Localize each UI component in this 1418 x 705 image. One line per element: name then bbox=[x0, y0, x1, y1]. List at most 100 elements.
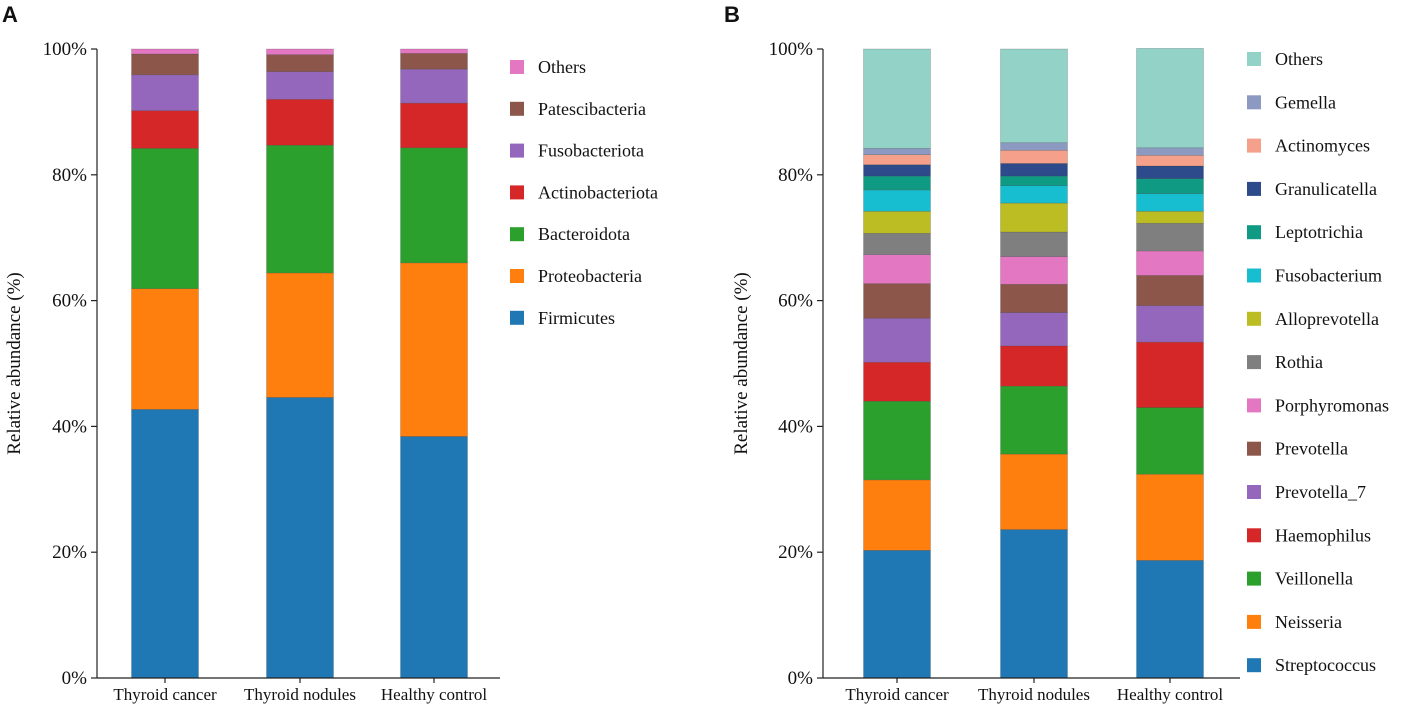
panel-a-legend-label-actinobacteriota: Actinobacteriota bbox=[538, 182, 658, 202]
panel-b-legend-label-alloprevotella: Alloprevotella bbox=[1275, 309, 1379, 329]
panel-b-bar-2-neisseria bbox=[1000, 453, 1068, 530]
panel-b-ytick-label: 80% bbox=[778, 165, 813, 186]
panel-b-legend-label-veillonella: Veillonella bbox=[1275, 569, 1353, 589]
panel-a-legend-swatch-patescibacteria bbox=[510, 101, 524, 116]
panel-a-xtick-label: Healthy control bbox=[381, 685, 487, 704]
panel-b-legend-label-neisseria: Neisseria bbox=[1275, 612, 1342, 632]
panel-b-legend-swatch-others bbox=[1247, 52, 1261, 66]
panel-b-ytick-label: 100% bbox=[769, 39, 814, 60]
panel-a-xtick-label: Thyroid cancer bbox=[113, 685, 217, 704]
panel-b-bar-1-alloprevotella bbox=[863, 210, 931, 234]
panel-a-bar-2-patescibacteria bbox=[266, 54, 334, 72]
panel-a-bar-3-bacteroidota bbox=[400, 147, 468, 264]
panel-b-legend-label-actinomyces: Actinomyces bbox=[1275, 136, 1370, 156]
panel-a-ytick-label: 100% bbox=[43, 39, 88, 60]
panel-a-legend-swatch-actinobacteriota bbox=[510, 185, 524, 200]
panel-b-legend-label-gemella: Gemella bbox=[1275, 92, 1336, 112]
panel-a-bar-2-others bbox=[266, 48, 334, 55]
panel-b-bar-3-alloprevotella bbox=[1136, 210, 1204, 224]
panel-b-bar-2-gemella bbox=[1000, 142, 1068, 151]
panel-a-bar-2-bacteroidota bbox=[266, 144, 334, 274]
panel-b-legend-swatch-prevotella bbox=[1247, 441, 1261, 456]
panel-a-legend-label-proteobacteria: Proteobacteria bbox=[538, 266, 642, 286]
panel-a-xtick-label: Thyroid nodules bbox=[244, 685, 356, 704]
panel-b-legend-swatch-granulicatella bbox=[1247, 181, 1261, 196]
panel-a-legend-label-patescibacteria: Patescibacteria bbox=[538, 99, 646, 119]
panel-b-xtick-label: Thyroid cancer bbox=[845, 685, 949, 704]
panel-b-bar-2-fusobacterium bbox=[1000, 185, 1068, 204]
panel-b-bar-3-streptococcus bbox=[1136, 560, 1204, 679]
panel-a-bar-2-firmicutes bbox=[266, 397, 334, 679]
panel-a-bar-3-others bbox=[400, 48, 468, 54]
panel-b-bar-2-alloprevotella bbox=[1000, 202, 1068, 233]
panel-a-ytick-label: 80% bbox=[52, 165, 87, 186]
panel-b-bar-3-veillonella bbox=[1136, 407, 1204, 475]
panel-a-ytick-label: 60% bbox=[52, 291, 87, 312]
panel-a-legend-label-firmicutes: Firmicutes bbox=[538, 308, 615, 328]
panel-b-legend-swatch-actinomyces bbox=[1247, 138, 1261, 153]
panel-b-bar-2-others bbox=[1000, 48, 1068, 144]
panel-b-xtick-label: Thyroid nodules bbox=[978, 685, 1090, 704]
panel-b-ytick-label: 40% bbox=[778, 416, 813, 437]
panel-b-bar-1-rothia bbox=[863, 232, 931, 255]
panel-b-bar-3-actinomyces bbox=[1136, 155, 1204, 167]
panel-b-bar-1-actinomyces bbox=[863, 154, 931, 166]
panel-a-bar-3-firmicutes bbox=[400, 436, 468, 679]
panel-b-ytick-label: 60% bbox=[778, 291, 813, 312]
panel-a-bar-3-fusobacteriota bbox=[400, 68, 468, 104]
panel-b-bar-3-others bbox=[1136, 48, 1204, 149]
panel-a-bar-2-fusobacteriota bbox=[266, 71, 334, 100]
panel-b-legend-label-prevotella: Prevotella bbox=[1275, 439, 1348, 459]
panel-b-bar-2-streptococcus bbox=[1000, 529, 1068, 679]
panel-a-bar-1-others bbox=[131, 48, 199, 55]
panel-b-bar-1-neisseria bbox=[863, 479, 931, 551]
panel-b-legend-swatch-leptotrichia bbox=[1247, 225, 1261, 240]
panel-b-bar-1-granulicatella bbox=[863, 164, 931, 177]
panel-b-bar-2-actinomyces bbox=[1000, 149, 1068, 164]
panel-a-bar-3-patescibacteria bbox=[400, 53, 468, 70]
panel-a-bar-1-actinobacteriota bbox=[131, 110, 199, 149]
panel-a: A 0% 20% 40% 60% 80% 100% Thyroid cancer Thyroi… bbox=[2, 2, 658, 704]
panel-b-bar-3-porphyromonas bbox=[1136, 250, 1204, 276]
panel-a-bar-3-proteobacteria bbox=[400, 262, 468, 437]
panel-b-legend-swatch-gemella bbox=[1247, 95, 1261, 110]
panel-b-legend-label-streptococcus: Streptococcus bbox=[1275, 655, 1376, 675]
panel-b-letter: B bbox=[724, 2, 740, 27]
panel-a-legend-swatch-others bbox=[510, 60, 524, 74]
panel-b-bar-2-prevotella-7 bbox=[1000, 312, 1068, 347]
panel-b-legend-swatch-streptococcus bbox=[1247, 658, 1261, 673]
panel-a-legend-swatch-firmicutes bbox=[510, 310, 524, 325]
panel-a-legend-swatch-bacteroidota bbox=[510, 227, 524, 242]
panel-b-bar-2-rothia bbox=[1000, 231, 1068, 257]
panel-a-y-axis-title: Relative abundance (%) bbox=[4, 272, 25, 455]
panel-b-bar-2-porphyromonas bbox=[1000, 256, 1068, 285]
panel-b-legend-swatch-prevotella-7 bbox=[1247, 485, 1261, 499]
panel-a-ytick-label: 40% bbox=[52, 416, 87, 437]
panel-a-bar-1-proteobacteria bbox=[131, 288, 199, 410]
panel-b-legend-label-others: Others bbox=[1275, 49, 1323, 69]
panel-b-legend-label-fusobacterium: Fusobacterium bbox=[1275, 266, 1382, 286]
panel-b-legend-label-granulicatella: Granulicatella bbox=[1275, 179, 1377, 199]
panel-b-bar-1-others bbox=[863, 48, 931, 149]
panel-b: B 0% 20% 40% 60% 80% 100% Thyroid cancer Thyroi… bbox=[724, 2, 1389, 704]
panel-b-bar-1-gemella bbox=[863, 148, 931, 155]
panel-b-legend-label-leptotrichia: Leptotrichia bbox=[1275, 222, 1363, 242]
panel-b-bar-2-veillonella bbox=[1000, 385, 1068, 455]
panel-b-legend-label-haemophilus: Haemophilus bbox=[1275, 525, 1371, 545]
panel-b-legend-label-porphyromonas: Porphyromonas bbox=[1275, 395, 1389, 415]
panel-a-legend-label-fusobacteriota: Fusobacteriota bbox=[538, 141, 644, 161]
panel-b-legend-swatch-neisseria bbox=[1247, 614, 1261, 629]
panel-b-bar-3-granulicatella bbox=[1136, 165, 1204, 179]
panel-a-bar-2-actinobacteriota bbox=[266, 99, 334, 146]
panel-b-bar-3-leptotrichia bbox=[1136, 178, 1204, 194]
panel-b-bar-3-gemella bbox=[1136, 147, 1204, 156]
panel-a-legend-swatch-fusobacteriota bbox=[510, 143, 524, 158]
panel-b-bar-1-prevotella-7 bbox=[863, 317, 931, 363]
panel-b-legend-swatch-fusobacterium bbox=[1247, 268, 1261, 283]
panel-a-bar-3-actinobacteriota bbox=[400, 102, 468, 149]
panel-a-bar-1-bacteroidota bbox=[131, 148, 199, 289]
panel-b-bar-3-prevotella-7 bbox=[1136, 305, 1204, 343]
panel-b-bar-1-veillonella bbox=[863, 400, 931, 481]
panel-a-ytick-label: 20% bbox=[52, 542, 87, 563]
